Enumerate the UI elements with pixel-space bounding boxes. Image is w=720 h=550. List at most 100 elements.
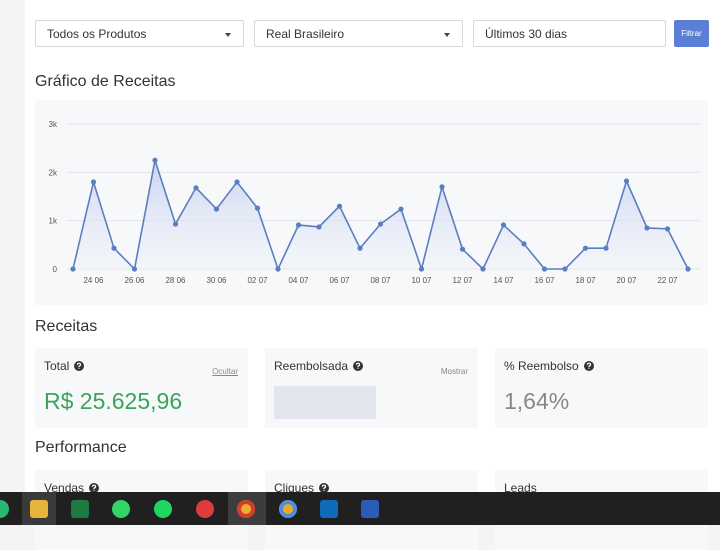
x-tick-label: 04 07 (288, 276, 309, 285)
point (541, 266, 548, 272)
point (644, 225, 650, 231)
point (521, 241, 527, 247)
section-title: Receitas (35, 318, 98, 335)
x-tick-label: 28 06 (165, 276, 186, 285)
y-tick-label: 3k (49, 120, 58, 129)
help-icon[interactable] (319, 483, 330, 493)
card: % Reembolso 1,64% (495, 348, 708, 428)
area (73, 160, 688, 269)
point (111, 245, 117, 251)
taskbar-icon[interactable] (196, 500, 214, 518)
point (459, 246, 466, 252)
point (582, 245, 589, 251)
x-tick-label: 10 07 (411, 276, 432, 285)
point (603, 245, 609, 251)
card-label: Vendas (44, 481, 100, 495)
x-tick-label: 18 07 (575, 276, 596, 285)
label-text: % Reembolso (504, 359, 579, 373)
section-title: Performance (35, 439, 127, 456)
help-icon[interactable] (583, 361, 594, 371)
label-text: Cliques (274, 481, 315, 495)
taskbar-icon[interactable] (320, 500, 338, 518)
taskbar-icon[interactable] (0, 500, 9, 518)
select-text: Real Brasileiro (266, 27, 345, 41)
card-value: R$ 25.625,96 (44, 388, 183, 414)
card: Total Ocultar R$ 25.625,96 (35, 348, 248, 428)
card: Reembolsada Mostrar (265, 348, 478, 428)
x-tick-label: 22 07 (657, 276, 678, 285)
caret (444, 33, 450, 37)
help-icon[interactable] (74, 361, 85, 371)
point (70, 266, 76, 272)
x-tick-label: 14 07 (493, 276, 514, 285)
y-tick-label: 1k (49, 217, 58, 226)
card-label: Reembolsada (274, 359, 364, 373)
help-icon[interactable] (89, 483, 100, 493)
taskbar (0, 492, 720, 525)
point (193, 185, 199, 191)
point (418, 266, 425, 272)
x-tick-label: 08 07 (370, 276, 391, 285)
point (500, 222, 507, 228)
point (664, 226, 671, 232)
card-label: Leads (504, 481, 537, 495)
y-tick-label: 2k (49, 168, 58, 177)
input-text: Últimos 30 dias (485, 27, 568, 41)
screen: {"filters": {"product": "Todos os Produt… (0, 0, 720, 525)
caret (225, 33, 231, 37)
point (439, 184, 445, 190)
x-tick-label: 30 06 (206, 276, 227, 285)
point (213, 206, 220, 212)
card-label: Total (44, 359, 85, 373)
taskbar-icon[interactable] (71, 500, 89, 518)
x-tick-label: 20 07 (616, 276, 637, 285)
point (234, 179, 240, 185)
point (398, 206, 404, 212)
card-label: % Reembolso (504, 359, 594, 373)
currency-select[interactable]: Real Brasileiro (254, 20, 463, 47)
point (316, 224, 322, 230)
y-tick-label: 0 (53, 265, 58, 274)
taskbar-icon[interactable] (30, 500, 48, 518)
x-tick-label: 24 06 (83, 276, 104, 285)
taskbar-icon[interactable] (237, 500, 255, 518)
x-tick-label: 16 07 (534, 276, 555, 285)
filter-button[interactable]: Filtrar (674, 20, 709, 47)
point (131, 266, 138, 272)
x-tick-label: 06 07 (329, 276, 350, 285)
label-text: Leads (504, 481, 537, 495)
point (90, 179, 97, 185)
point (336, 203, 343, 209)
taskbar-icon[interactable] (361, 500, 379, 518)
point (480, 266, 486, 272)
point (377, 221, 384, 227)
point (172, 221, 179, 227)
toggle-link[interactable]: Mostrar (440, 367, 468, 376)
x-tick-label: 12 07 (452, 276, 473, 285)
point (295, 222, 302, 228)
chart-title: Gráfico de Receitas (35, 73, 176, 90)
taskbar-icon[interactable] (279, 500, 297, 518)
hidden-value (274, 386, 376, 419)
taskbar-icon[interactable] (154, 500, 172, 518)
point (275, 266, 281, 272)
card-label: Cliques (274, 481, 330, 495)
x-tick-label: 26 06 (124, 276, 145, 285)
x-tick-label: 02 07 (247, 276, 268, 285)
point (357, 245, 363, 251)
product-select[interactable]: Todos os Produtos (35, 20, 244, 47)
chart: 0 1k 2k 3k 24 06 26 06 28 06 30 06 02 07 04 07 06 … (49, 120, 700, 285)
point (152, 157, 158, 163)
taskbar-icon[interactable] (112, 500, 130, 518)
label-text: Vendas (44, 481, 85, 495)
help-icon[interactable] (353, 361, 364, 371)
select-text: Todos os Produtos (47, 27, 147, 41)
point (254, 205, 261, 211)
label-text: Reembolsada (274, 359, 349, 373)
point (685, 266, 691, 272)
point (562, 266, 568, 272)
period-input[interactable]: Últimos 30 dias (473, 20, 666, 47)
point (623, 178, 630, 184)
label-text: Total (44, 359, 70, 373)
toggle-link[interactable]: Ocultar (212, 367, 238, 376)
